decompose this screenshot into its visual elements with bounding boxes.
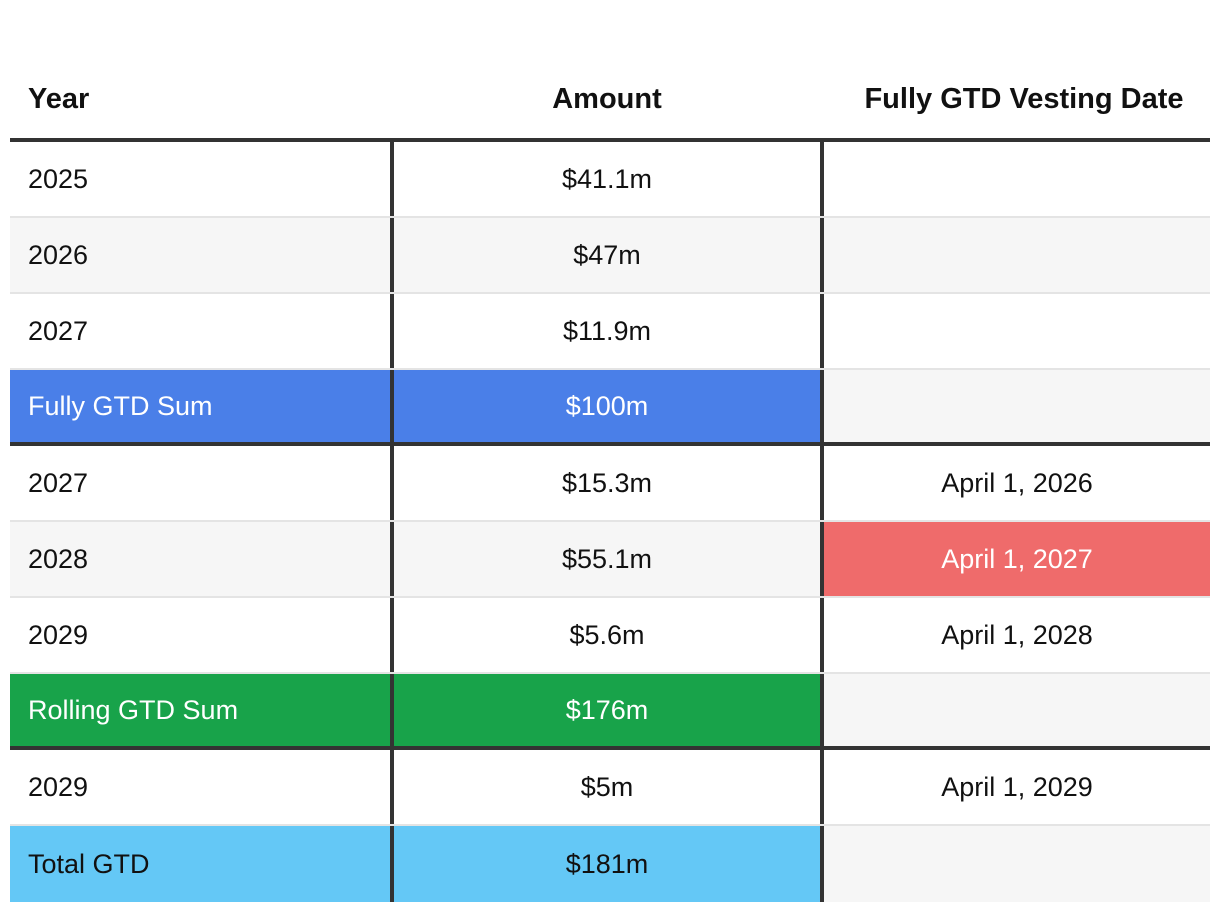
year-cell: Fully GTD Sum	[10, 370, 390, 442]
year-cell: 2026	[28, 239, 89, 270]
vesting-cell: April 1, 2026	[941, 467, 1093, 498]
year-cell: 2029	[28, 771, 89, 802]
rolling-gtd-sum-row: Rolling GTD Sum $176m	[10, 674, 1210, 750]
contract-table: Year Amount Fully GTD Vesting Date 2025 …	[10, 0, 1210, 902]
amount-cell: $181m	[390, 826, 824, 902]
table-header: Year Amount Fully GTD Vesting Date	[10, 0, 1210, 142]
table-row: 2029 $5m April 1, 2029	[10, 750, 1210, 826]
total-gtd-row: Total GTD $181m	[10, 826, 1210, 902]
vesting-cell	[824, 826, 1210, 902]
fully-gtd-sum-row: Fully GTD Sum $100m	[10, 370, 1210, 446]
table-row: 2027 $11.9m	[10, 294, 1210, 370]
year-cell: 2028	[28, 543, 89, 574]
table-row: 2029 $5.6m April 1, 2028	[10, 598, 1210, 674]
header-year: Year	[28, 83, 90, 115]
table-row: 2028 $55.1m April 1, 2027	[10, 522, 1210, 598]
vesting-cell	[824, 294, 1210, 368]
amount-cell: $55.1m	[390, 522, 824, 596]
year-cell: Rolling GTD Sum	[10, 674, 390, 746]
amount-cell: $47m	[390, 218, 824, 292]
vesting-cell: April 1, 2029	[941, 771, 1093, 802]
year-cell: Total GTD	[10, 826, 390, 902]
vesting-cell	[824, 142, 1210, 216]
amount-cell: $15.3m	[390, 446, 824, 520]
year-cell: 2027	[28, 467, 89, 498]
amount-cell: $5.6m	[390, 598, 824, 672]
header-amount: Amount	[552, 83, 662, 115]
year-cell: 2025	[28, 163, 89, 194]
table-row: 2025 $41.1m	[10, 142, 1210, 218]
amount-cell: $5m	[390, 750, 824, 824]
table-row: 2026 $47m	[10, 218, 1210, 294]
year-cell: 2029	[28, 619, 89, 650]
amount-cell: $11.9m	[390, 294, 824, 368]
year-cell: 2027	[28, 315, 89, 346]
table-row: 2027 $15.3m April 1, 2026	[10, 446, 1210, 522]
vesting-cell: April 1, 2028	[941, 619, 1093, 650]
vesting-cell-highlighted: April 1, 2027	[824, 522, 1210, 596]
vesting-cell	[824, 218, 1210, 292]
amount-cell: $41.1m	[390, 142, 824, 216]
amount-cell: $100m	[390, 370, 824, 442]
vesting-cell	[824, 674, 1210, 746]
amount-cell: $176m	[390, 674, 824, 746]
vesting-cell	[824, 370, 1210, 442]
header-vesting-date: Fully GTD Vesting Date	[864, 83, 1184, 115]
